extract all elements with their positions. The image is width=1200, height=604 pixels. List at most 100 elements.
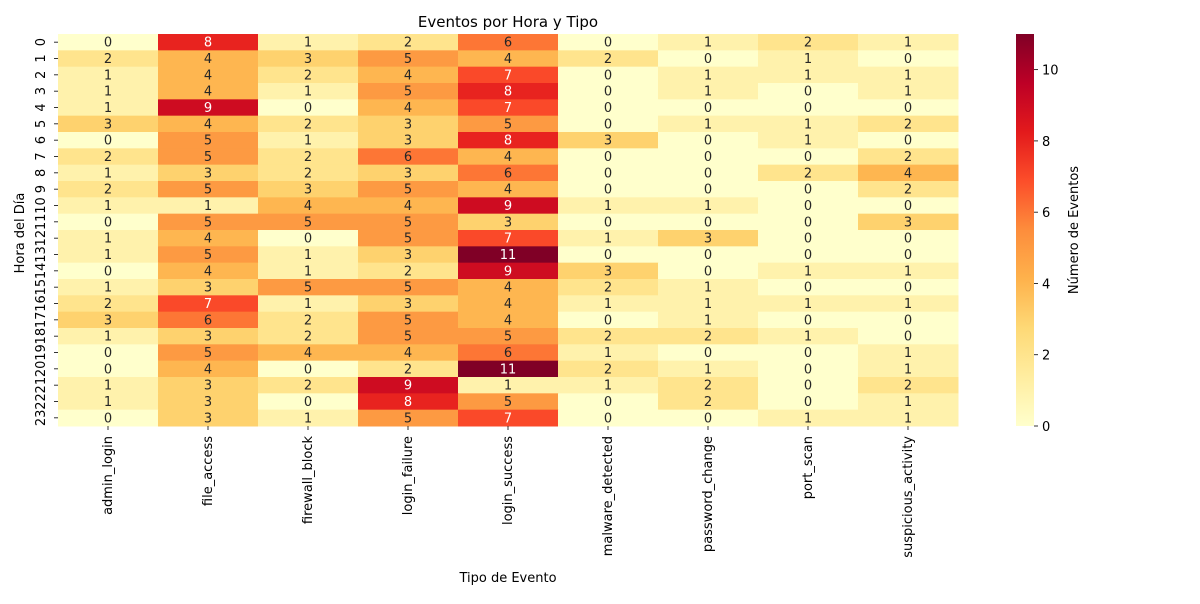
heatmap-cell [458, 34, 559, 51]
heatmap-cell [458, 148, 559, 166]
cell-value-label: 1 [304, 134, 312, 149]
heatmap-cell [58, 377, 159, 394]
heatmap-cell [558, 230, 659, 247]
colorbar [1016, 34, 1034, 426]
cell-value-label: 6 [504, 346, 512, 361]
x-tick-label: login_success [501, 436, 516, 525]
heatmap-cell [658, 164, 759, 182]
heatmap-cell [458, 344, 559, 362]
heatmap-cell [858, 409, 959, 427]
y-tick-label: 3 [34, 87, 49, 95]
heatmap-cell [758, 230, 859, 247]
heatmap-cell [758, 66, 859, 84]
heatmap-cells: 0 8 1 2 6 0 1 2 12 4 3 5 4 2 0 1 01 4 2 4 7 0 1 1 11 4 1 5 8 0 1 0 11 9 0 4… [58, 34, 959, 427]
heatmap-cell [558, 295, 659, 313]
cell-value-label: 5 [204, 134, 212, 149]
cell-value-label: 0 [604, 313, 612, 328]
y-tick-label: 7 [34, 152, 49, 160]
cell-value-label: 9 [204, 101, 212, 116]
colorbar-tick-label: 10 [1042, 64, 1059, 79]
heatmap-cell [858, 197, 959, 215]
heatmap-cell [858, 279, 959, 296]
heatmap-cell [658, 230, 759, 247]
cell-value-label: 9 [404, 379, 412, 394]
heatmap-cell [558, 328, 659, 345]
heatmap-cell [258, 295, 359, 313]
cell-value-label: 0 [604, 150, 612, 165]
heatmap-cell [158, 295, 259, 313]
heatmap-cell [458, 262, 559, 280]
cell-value-label: 0 [904, 101, 912, 116]
cell-value-label: 5 [204, 215, 212, 230]
cell-value-label: 1 [704, 36, 712, 51]
heatmap-cell [258, 34, 359, 51]
heatmap-cell [58, 344, 159, 362]
heatmap-cell [158, 50, 259, 68]
cell-value-label: 2 [404, 362, 412, 377]
cell-value-label: 1 [904, 395, 912, 410]
heatmap-cell [558, 393, 659, 411]
heatmap-cell [558, 66, 659, 84]
cell-value-label: 0 [804, 215, 812, 230]
heatmap-cell [658, 50, 759, 68]
cell-value-label: 3 [304, 52, 312, 67]
heatmap-cell [758, 99, 859, 117]
cell-value-label: 1 [204, 199, 212, 214]
cell-value-label: 3 [704, 232, 712, 247]
heatmap-cell [158, 377, 259, 394]
heatmap-cell [858, 148, 959, 166]
cell-value-label: 1 [104, 379, 112, 394]
cell-value-label: 0 [104, 362, 112, 377]
heatmap-cell [258, 115, 359, 133]
heatmap-cell [58, 409, 159, 427]
heatmap-cell [658, 328, 759, 345]
heatmap-cell [358, 230, 459, 247]
cell-value-label: 0 [804, 150, 812, 165]
heatmap-cell [158, 34, 259, 51]
heatmap-cell [358, 148, 459, 166]
cell-value-label: 6 [504, 36, 512, 51]
cell-value-label: 0 [704, 264, 712, 279]
colorbar-tick-label: 6 [1042, 206, 1050, 221]
cell-value-label: 1 [604, 199, 612, 214]
cell-value-label: 1 [904, 362, 912, 377]
cell-value-label: 4 [404, 199, 412, 214]
heatmap-cell [858, 50, 959, 68]
heatmap-cell [458, 279, 559, 296]
heatmap-cell [358, 279, 459, 296]
heatmap-cell [658, 99, 759, 117]
heatmap-cell [658, 344, 759, 362]
cell-value-label: 0 [604, 411, 612, 426]
heatmap-cell [558, 262, 659, 280]
cell-value-label: 0 [804, 346, 812, 361]
heatmap-cell [758, 181, 859, 198]
cell-value-label: 3 [904, 215, 912, 230]
cell-value-label: 3 [104, 117, 112, 132]
heatmap-cell [58, 311, 159, 329]
heatmap-cell [758, 279, 859, 296]
cell-value-label: 1 [304, 297, 312, 312]
heatmap-cell [58, 328, 159, 345]
heatmap-cell [558, 377, 659, 394]
heatmap-cell [458, 66, 559, 84]
heatmap-cell [758, 360, 859, 378]
heatmap-cell [258, 66, 359, 84]
cell-value-label: 0 [704, 134, 712, 149]
heatmap-cell [458, 230, 559, 247]
heatmap-cell [458, 295, 559, 313]
cell-value-label: 0 [904, 330, 912, 345]
heatmap-cell [758, 295, 859, 313]
heatmap-cell [458, 83, 559, 100]
heatmap-cell [358, 344, 459, 362]
heatmap-cell [258, 148, 359, 166]
cell-value-label: 0 [604, 68, 612, 83]
heatmap-cell [758, 83, 859, 100]
cell-value-label: 6 [204, 313, 212, 328]
heatmap-cell [858, 328, 959, 345]
cell-value-label: 0 [304, 362, 312, 377]
heatmap-cell [58, 279, 159, 296]
heatmap-cell [258, 409, 359, 427]
heatmap-cell [758, 311, 859, 329]
cell-value-label: 2 [304, 330, 312, 345]
